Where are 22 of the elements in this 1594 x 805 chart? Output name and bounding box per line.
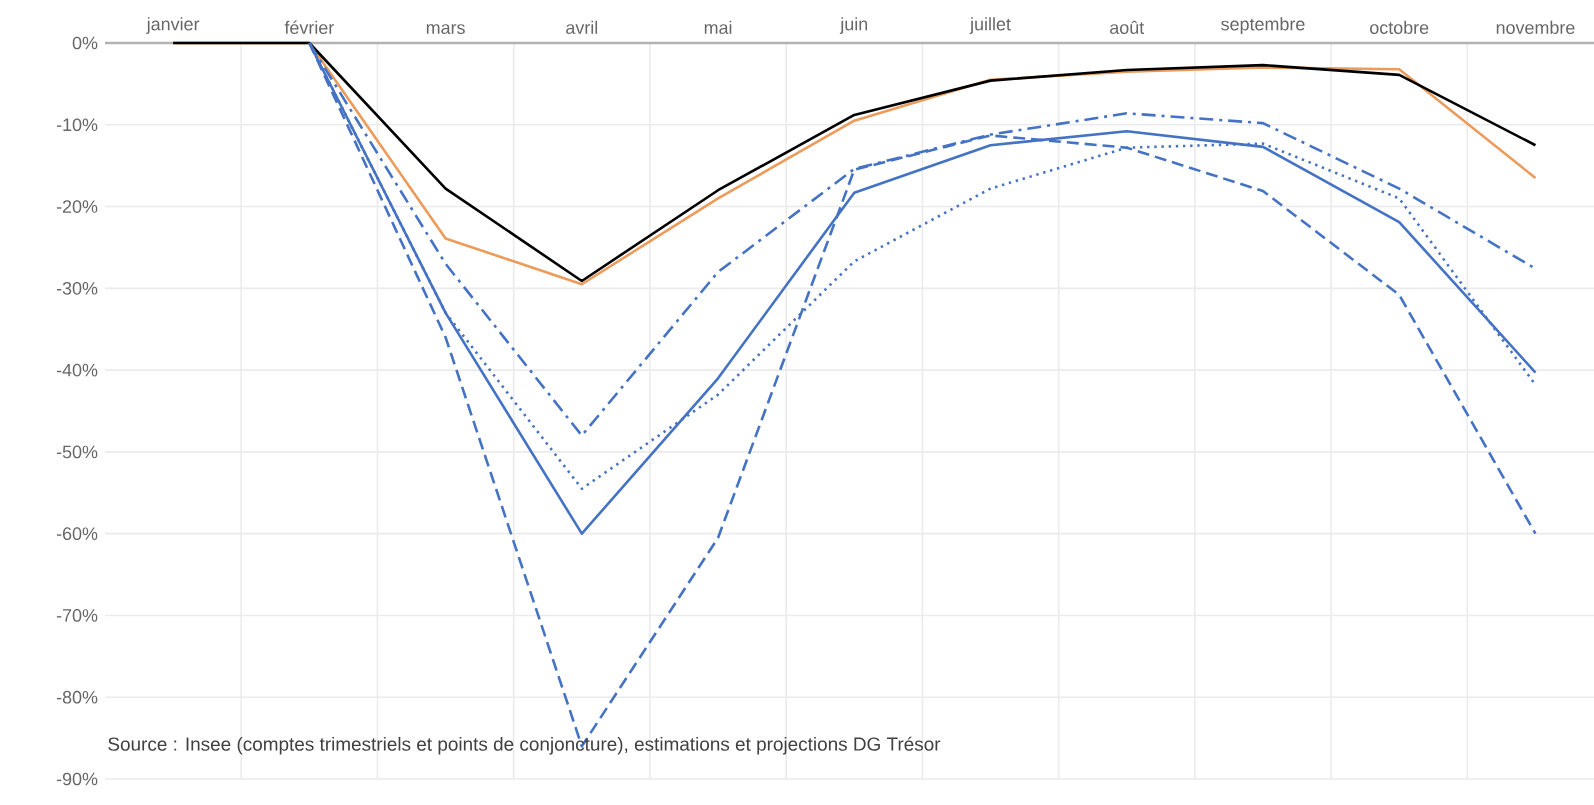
y-tick-label: -40%	[56, 363, 98, 377]
y-tick-label: -60%	[56, 527, 98, 541]
y-tick-label: -20%	[56, 200, 98, 213]
x-tick-label: mai	[704, 20, 732, 34]
x-tick-label: novembre	[1496, 20, 1575, 34]
annotation: Source : Insee (comptes trimestriels et points de conjoncture), estimations et projections DG Trésor	[108, 736, 941, 755]
y-tick-label: -10%	[56, 118, 98, 132]
y-tick-label: -30%	[56, 281, 98, 295]
x-tick-label: août	[1110, 20, 1145, 34]
x-tick-label: octobre	[1370, 20, 1429, 34]
y-tick-label: -90%	[56, 772, 98, 786]
x-tick-label: septembre	[1221, 17, 1305, 34]
x-tick-label: juillet	[969, 17, 1011, 34]
x-tick-label: juin	[839, 17, 868, 34]
x-tick-label: mars	[426, 24, 465, 34]
x-tick-label: janvier	[146, 17, 200, 34]
y-tick-label: 0%	[72, 36, 98, 50]
y-tick-label: -70%	[56, 609, 98, 622]
y-tick-label: -50%	[56, 445, 98, 459]
x-tick-label: avril	[566, 20, 598, 34]
x-tick-label: février	[284, 20, 334, 34]
y-tick-label: -80%	[56, 690, 98, 704]
